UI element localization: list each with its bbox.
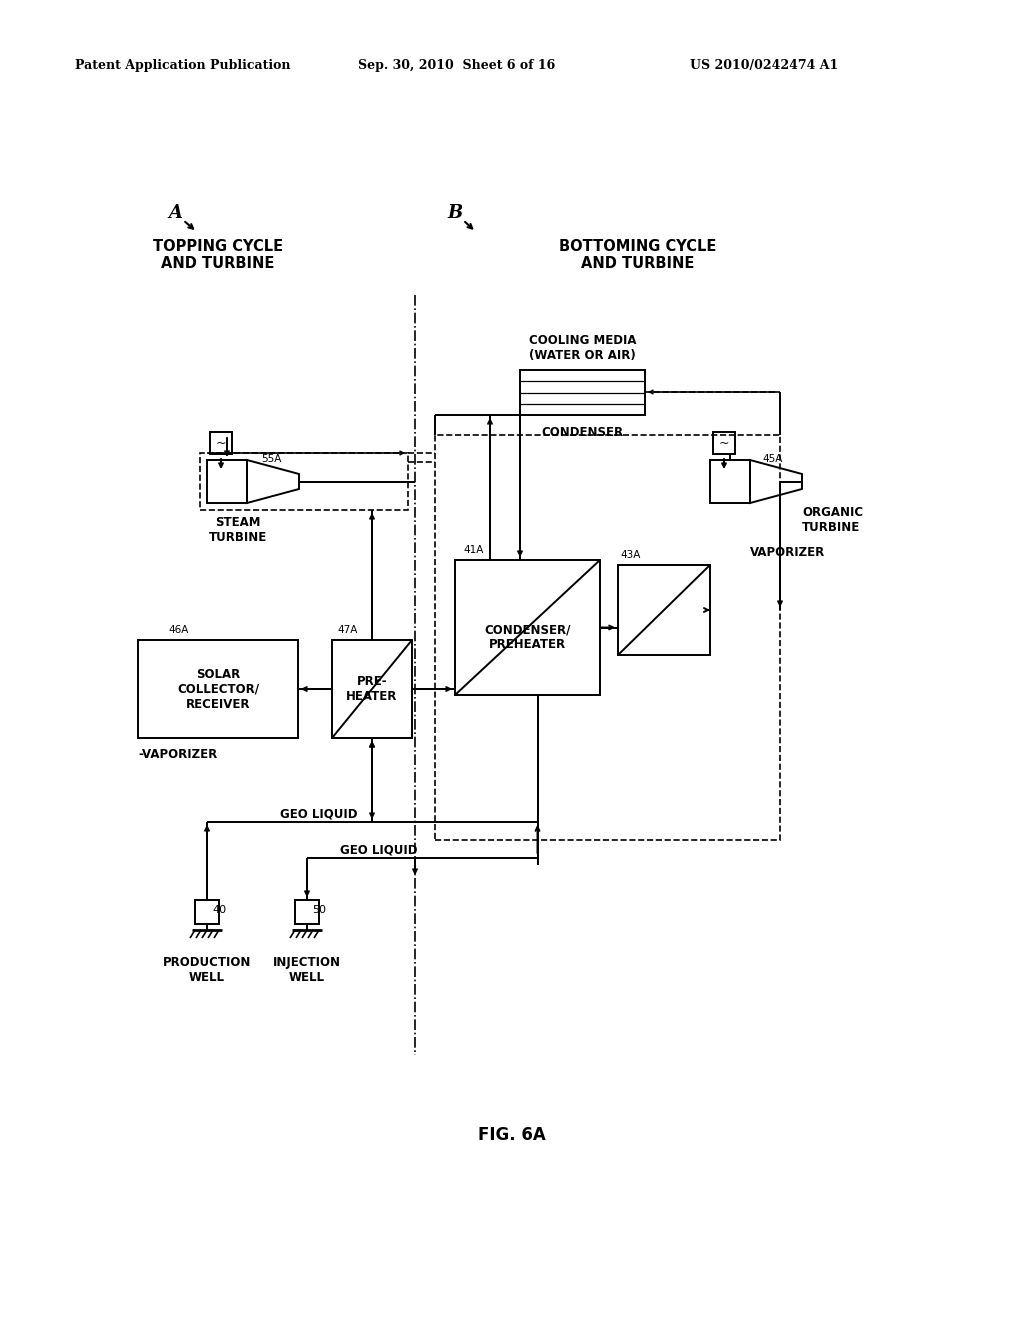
Text: 45A: 45A [762,454,782,465]
Text: CONDENSER: CONDENSER [542,426,624,440]
Text: ORGANIC
TURBINE: ORGANIC TURBINE [802,506,863,535]
Bar [455,560,600,696]
Text: STEAM
TURBINE: STEAM TURBINE [209,516,267,544]
Text: GEO LIQUID: GEO LIQUID [340,843,418,857]
Text: 40: 40 [212,906,226,915]
Bar [210,432,232,454]
Bar [618,565,710,655]
Text: ~: ~ [216,437,226,450]
Text: 55A: 55A [261,454,282,465]
Bar [520,370,645,414]
Text: Sep. 30, 2010  Sheet 6 of 16: Sep. 30, 2010 Sheet 6 of 16 [358,58,555,71]
Bar [138,640,298,738]
Text: COOLING MEDIA
(WATER OR AIR): COOLING MEDIA (WATER OR AIR) [528,334,636,362]
Bar [207,459,247,503]
Text: US 2010/0242474 A1: US 2010/0242474 A1 [690,58,839,71]
Text: 41A: 41A [463,545,483,554]
Text: BOTTOMING CYCLE
AND TURBINE: BOTTOMING CYCLE AND TURBINE [559,239,717,271]
Text: -VAPORIZER: -VAPORIZER [138,747,217,760]
Bar [195,900,219,924]
Text: FIG. 6A: FIG. 6A [478,1126,546,1144]
Bar [332,640,412,738]
Text: 46A: 46A [168,624,188,635]
Text: VAPORIZER: VAPORIZER [750,546,825,560]
Bar [200,453,408,510]
Text: Patent Application Publication: Patent Application Publication [75,58,291,71]
Text: PRE-
HEATER: PRE- HEATER [346,675,397,704]
Text: ~: ~ [719,437,729,450]
Bar [713,432,735,454]
Text: 43A: 43A [620,550,640,560]
Text: GEO LIQUID: GEO LIQUID [280,808,357,821]
Text: INJECTION
WELL: INJECTION WELL [273,956,341,983]
Text: B: B [447,205,463,222]
Bar [295,900,319,924]
Text: 47A: 47A [337,624,357,635]
Bar [435,436,780,840]
Text: CONDENSER/
PREHEATER: CONDENSER/ PREHEATER [484,623,570,652]
Text: 50: 50 [312,906,326,915]
Text: A: A [168,205,182,222]
Bar [710,459,750,503]
Text: PRODUCTION
WELL: PRODUCTION WELL [163,956,251,983]
Text: SOLAR
COLLECTOR/
RECEIVER: SOLAR COLLECTOR/ RECEIVER [177,668,259,710]
Text: TOPPING CYCLE
AND TURBINE: TOPPING CYCLE AND TURBINE [153,239,283,271]
